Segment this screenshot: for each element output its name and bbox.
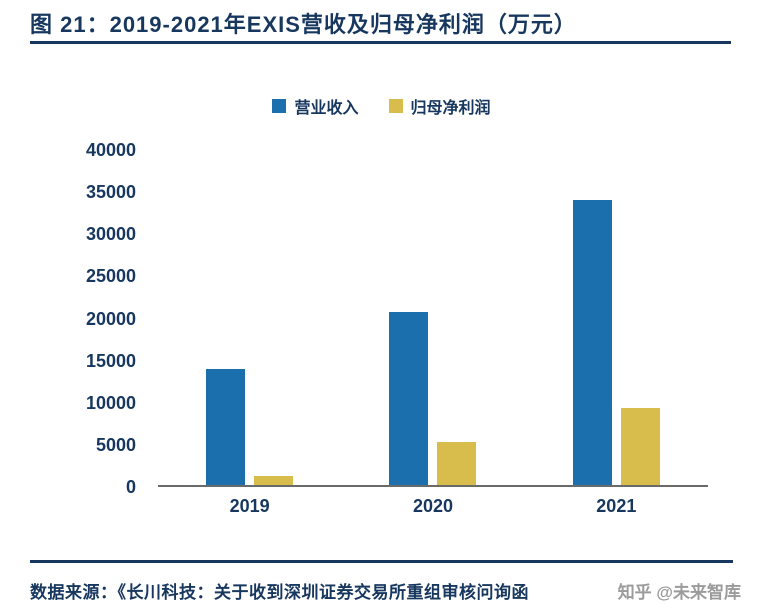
legend-item: 营业收入 bbox=[272, 94, 359, 118]
y-axis-tick-label: 35000 bbox=[85, 182, 136, 203]
y-axis-tick-label: 15000 bbox=[85, 350, 136, 371]
plot-area bbox=[158, 150, 708, 487]
bar-归母净利润-2019 bbox=[254, 475, 294, 485]
bar-营业收入-2021 bbox=[572, 200, 612, 485]
source-text: 数据来源：《长川科技：关于收到深圳证券交易所重组审核问询函 bbox=[30, 583, 529, 602]
legend-label: 归母净利润 bbox=[410, 100, 491, 117]
y-axis-tick-label: 0 bbox=[125, 477, 136, 497]
y-axis-tick-label: 5000 bbox=[95, 434, 136, 455]
bar-归母净利润-2021 bbox=[620, 407, 660, 485]
y-axis-tick-label: 20000 bbox=[85, 308, 136, 329]
y-axis-tick-label: 10000 bbox=[85, 392, 136, 413]
bar-group bbox=[158, 150, 341, 485]
x-axis-label: 2019 bbox=[229, 496, 270, 516]
x-axis-label: 2020 bbox=[412, 496, 454, 516]
bar-归母净利润-2020 bbox=[437, 442, 477, 485]
bar-营业收入-2019 bbox=[206, 368, 246, 485]
watermark: 知乎 @未来智库 bbox=[617, 583, 741, 602]
legend-swatch bbox=[272, 99, 287, 113]
bar-营业收入-2020 bbox=[389, 311, 429, 485]
bar-group bbox=[525, 150, 708, 485]
legend-item: 归母净利润 bbox=[388, 94, 491, 118]
y-axis-tick-label: 30000 bbox=[85, 224, 136, 245]
x-axis-label: 2021 bbox=[596, 496, 637, 516]
y-axis-tick-label: 25000 bbox=[85, 266, 136, 287]
bar-group bbox=[341, 150, 524, 485]
x-axis: 2019 2020 2021 bbox=[158, 487, 708, 517]
figure-title: 图 21：2019-2021年EXIS营收及归母净利润（万元） bbox=[30, 12, 577, 37]
legend: 营业收入 归母净利润 bbox=[0, 94, 763, 118]
legend-label: 营业收入 bbox=[294, 100, 359, 117]
y-axis-tick-label: 40000 bbox=[85, 140, 136, 160]
y-axis: 0 5000 10000 15000 20000 25000 30000 35000 40000 bbox=[30, 141, 148, 496]
legend-swatch bbox=[388, 99, 403, 113]
footer-divider bbox=[30, 560, 733, 563]
bar-chart: 0 5000 10000 15000 20000 25000 30000 35000 40000… bbox=[30, 140, 708, 516]
title-underline bbox=[30, 41, 731, 44]
